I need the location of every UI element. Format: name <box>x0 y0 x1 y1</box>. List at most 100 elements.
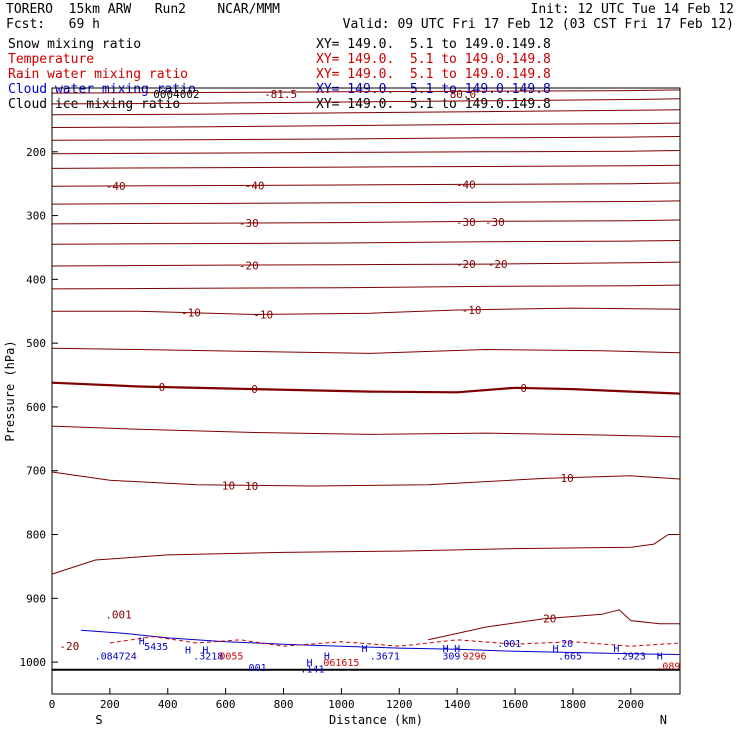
x-tick-label: 1800 <box>560 698 587 711</box>
isotherm-label: -20 <box>59 640 79 653</box>
moisture-label: .001 <box>497 639 521 650</box>
isotherm-label: -20 <box>488 258 508 271</box>
isotherm-10 <box>51 471 681 487</box>
legend-temperature-xy: XY= 149.0. 5.1 to 149.0.149.8 <box>316 52 551 67</box>
isotherm--20 <box>51 261 681 267</box>
isotherm--70 <box>51 109 681 116</box>
isotherm-15 <box>51 534 680 575</box>
isotherm-label: -30 <box>456 216 476 229</box>
high-marker: H <box>613 644 619 655</box>
x-tick-label: 1600 <box>502 698 529 711</box>
y-tick-label: 300 <box>26 210 46 223</box>
moisture-label: .2923 <box>616 652 646 663</box>
isotherm--80 <box>51 89 681 94</box>
x-end-label-south: S <box>95 713 102 727</box>
isotherm-20 <box>428 609 680 641</box>
isotherm-label: 0 <box>159 381 166 394</box>
y-tick-label: 200 <box>26 146 46 159</box>
isotherm-label: 0 <box>251 383 258 396</box>
legend-rain: Rain water mixing ratio <box>8 67 189 82</box>
cloud-water-contour <box>80 629 681 655</box>
top-contour-label: -81.5 <box>264 88 297 101</box>
isotherm--75 <box>51 98 681 105</box>
isotherm--25 <box>51 240 681 245</box>
high-marker: H <box>202 645 208 656</box>
moisture-label: .141 <box>300 664 324 675</box>
x-tick-label: 1400 <box>444 698 471 711</box>
isotherm-label: -40 <box>245 180 265 193</box>
isotherm-label: -40 <box>106 180 126 193</box>
isotherm-label: -10 <box>253 308 273 321</box>
legend-snow: Snow mixing ratio <box>8 37 142 52</box>
forecast-hour: Fcst: 69 h <box>6 17 100 32</box>
top-contour-label: 80.0 <box>450 88 477 101</box>
x-tick-label: 0 <box>49 698 56 711</box>
isotherm-label: -30 <box>485 216 505 229</box>
isotherm--65 <box>51 122 681 128</box>
high-marker: H <box>185 645 191 656</box>
x-tick-label: 200 <box>100 698 120 711</box>
y-tick-label: 1000 <box>20 656 47 669</box>
y-tick-label: 500 <box>26 337 46 350</box>
high-marker: H <box>657 652 663 663</box>
isotherm-label: -30 <box>239 217 259 230</box>
x-tick-label: 400 <box>158 698 178 711</box>
x-tick-label: 1000 <box>328 698 355 711</box>
isotherm--45 <box>51 164 681 169</box>
moisture-label: 061615 <box>323 658 359 669</box>
isotherm--60 <box>51 136 681 141</box>
moisture-label: 9296 <box>462 652 486 663</box>
legend-snow-xy: XY= 149.0. 5.1 to 149.0.149.8 <box>316 37 551 52</box>
x-tick-label: 800 <box>274 698 294 711</box>
isotherm-0 <box>51 381 681 395</box>
moisture-label: .001 <box>243 663 267 674</box>
isotherm-label: -40 <box>456 178 476 191</box>
y-tick-label: 800 <box>26 529 46 542</box>
moisture-label: 5435 <box>144 642 168 653</box>
isotherm--35 <box>51 200 681 205</box>
moisture-label: .084724 <box>95 652 137 663</box>
high-marker: H <box>443 644 449 655</box>
x-axis-label: Distance (km) <box>329 713 423 727</box>
legend-rain-xy: XY= 149.0. 5.1 to 149.0.149.8 <box>316 67 551 82</box>
x-end-label-north: N <box>660 713 667 727</box>
moisture-label: .089 <box>656 661 680 672</box>
high-marker: H <box>139 636 145 647</box>
y-axis-label: Pressure (hPa) <box>3 340 17 441</box>
isotherm-label: 20 <box>543 613 556 626</box>
isotherm-5 <box>51 425 681 438</box>
moisture-label: .3671 <box>370 652 400 663</box>
model-title: TORERO 15km ARW Run2 NCAR/MMM <box>6 2 280 17</box>
legend-temperature: Temperature <box>8 52 95 67</box>
legend-cloud-water-xy: XY= 149.0. 5.1 to 149.0.149.8 <box>316 82 551 97</box>
isotherm-label: .001 <box>105 608 132 621</box>
x-tick-label: 600 <box>216 698 236 711</box>
x-tick-label: 2000 <box>618 698 645 711</box>
isotherm-label: -10 <box>181 307 201 320</box>
isotherm-label: 10 <box>245 480 258 493</box>
y-tick-label: 400 <box>26 273 46 286</box>
legend-cloud-ice: Cloud ice mixing ratio <box>8 97 181 112</box>
y-tick-label: 700 <box>26 465 46 478</box>
isotherm-label: -20 <box>456 258 476 271</box>
high-marker: H <box>454 644 460 655</box>
moisture-label: .3218 <box>193 652 223 663</box>
isotherm--50 <box>51 150 681 155</box>
valid-time: Valid: 09 UTC Fri 17 Feb 12 (03 CST Fri … <box>342 17 734 32</box>
y-tick-label: 600 <box>26 401 46 414</box>
high-marker: H <box>307 658 313 669</box>
high-marker: H <box>324 652 330 663</box>
plot-frame <box>51 87 681 695</box>
isotherm-label: -10 <box>462 304 482 317</box>
top-contour-label: 0004002 <box>153 88 199 101</box>
moisture-label: 0055 <box>219 652 243 663</box>
moisture-label: 20 <box>561 639 573 650</box>
high-marker: H <box>362 644 368 655</box>
isotherm--30 <box>51 219 681 225</box>
rain-water-contour <box>109 636 681 647</box>
high-marker: H <box>553 644 559 655</box>
isotherm-label: 0 <box>520 382 527 395</box>
moisture-label: .665 <box>558 652 582 663</box>
isotherm-label: 10 <box>222 479 235 492</box>
